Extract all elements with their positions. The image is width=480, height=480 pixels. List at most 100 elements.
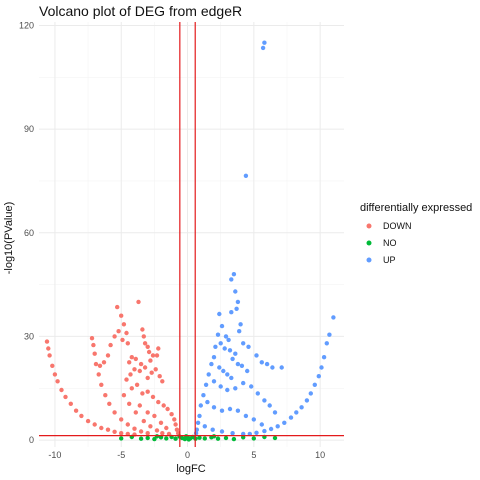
data-point-down <box>91 342 96 348</box>
data-point-down <box>158 420 164 425</box>
x-tick-label: 0 <box>185 450 190 460</box>
data-point-up <box>206 372 211 377</box>
x-tick-label: -5 <box>117 450 125 460</box>
data-point-up <box>219 408 225 413</box>
data-point-down <box>47 353 52 358</box>
data-point-up <box>217 311 222 317</box>
data-point-down <box>105 427 111 432</box>
chart-title: Volcano plot of DEG from edgeR <box>39 3 242 19</box>
data-point-up <box>243 173 249 178</box>
data-point-down <box>164 425 169 431</box>
data-point-up <box>211 405 217 410</box>
data-point-down <box>108 342 113 348</box>
data-point-down <box>138 429 144 434</box>
data-point-down <box>115 304 120 310</box>
data-point-down <box>101 360 107 365</box>
data-point-up <box>237 329 242 334</box>
data-point-up <box>246 344 251 349</box>
data-point-up <box>235 408 241 413</box>
legend-entries: DOWN NO UP <box>366 221 412 265</box>
data-point-down <box>73 408 79 413</box>
data-point-up <box>262 428 267 434</box>
data-point-down <box>46 346 51 351</box>
data-point-up <box>210 427 215 432</box>
data-point-up <box>218 384 223 389</box>
data-point-down <box>99 382 104 387</box>
legend-key-no <box>366 240 372 246</box>
data-point-up <box>233 289 238 294</box>
data-point-down <box>153 367 158 372</box>
data-point-down <box>112 410 117 415</box>
data-point-up <box>230 431 235 436</box>
data-point-down <box>92 422 97 427</box>
data-point-up <box>223 334 229 339</box>
data-point-down <box>112 429 117 434</box>
data-point-down <box>142 341 148 346</box>
data-point-up <box>209 361 214 367</box>
data-point-up <box>193 431 199 436</box>
data-point-down <box>127 360 132 365</box>
data-point-down <box>138 361 144 367</box>
data-point-down <box>145 375 150 381</box>
data-point-up <box>243 413 249 419</box>
data-point-down <box>173 422 178 427</box>
data-point-down <box>79 413 84 419</box>
data-point-no <box>211 434 217 439</box>
data-point-no <box>272 435 278 441</box>
legend-label-down: DOWN <box>383 221 412 231</box>
data-point-down <box>172 417 177 422</box>
data-point-up <box>235 361 241 367</box>
data-point-down <box>160 431 165 436</box>
data-point-down <box>129 386 134 391</box>
data-point-down <box>119 313 124 318</box>
data-point-up <box>213 344 218 349</box>
legend-title: differentially expressed <box>360 202 472 214</box>
data-point-up <box>324 341 329 346</box>
data-point-no <box>251 436 256 441</box>
data-point-down <box>119 417 124 422</box>
data-point-down <box>132 426 137 431</box>
data-point-down <box>121 393 127 398</box>
data-point-up <box>262 398 267 403</box>
data-point-up <box>319 365 324 370</box>
data-point-up <box>205 399 210 405</box>
y-tick-label: 90 <box>24 124 34 134</box>
data-point-up <box>217 365 222 370</box>
data-point-no <box>241 435 246 440</box>
data-point-up <box>282 420 287 425</box>
data-point-up <box>254 430 259 435</box>
data-point-up <box>218 341 223 346</box>
data-point-up <box>229 310 234 315</box>
data-point-no <box>158 435 164 440</box>
data-point-no <box>154 434 160 439</box>
data-point-down <box>156 399 161 405</box>
grid-lines <box>39 22 344 447</box>
x-axis-label: logFC <box>176 463 205 475</box>
data-point-no <box>197 435 202 440</box>
legend: differentially expressed DOWN NO UP <box>360 202 472 265</box>
data-point-down <box>89 336 95 341</box>
data-point-down <box>154 353 160 358</box>
data-point-no <box>138 436 144 441</box>
y-tick-label: 30 <box>24 331 34 341</box>
data-point-up <box>238 322 243 327</box>
data-point-up <box>272 410 278 415</box>
data-point-up <box>270 365 275 370</box>
y-axis-ticks: 0 30 60 90 120 <box>19 20 34 445</box>
data-point-up <box>262 40 267 45</box>
data-point-down <box>169 412 174 417</box>
data-point-up <box>308 391 313 396</box>
x-tick-label: 10 <box>315 450 325 460</box>
data-point-up <box>304 398 310 403</box>
data-point-up <box>219 429 225 434</box>
data-point-down <box>132 367 137 372</box>
data-point-down <box>142 365 148 370</box>
data-point-down <box>125 341 130 346</box>
data-point-down <box>52 372 58 377</box>
data-points <box>44 40 336 442</box>
data-point-down <box>148 424 153 429</box>
data-point-up <box>239 363 245 368</box>
data-point-up <box>260 45 266 51</box>
data-point-down <box>148 358 153 363</box>
data-point-no <box>152 436 157 442</box>
